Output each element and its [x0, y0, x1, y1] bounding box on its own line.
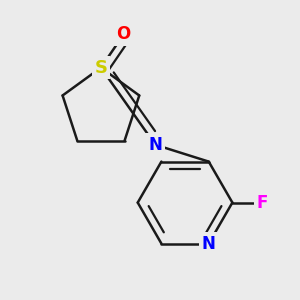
Text: S: S [94, 58, 107, 76]
Text: O: O [117, 25, 131, 43]
Text: F: F [256, 194, 268, 211]
Text: N: N [148, 136, 162, 154]
Text: N: N [202, 235, 216, 253]
